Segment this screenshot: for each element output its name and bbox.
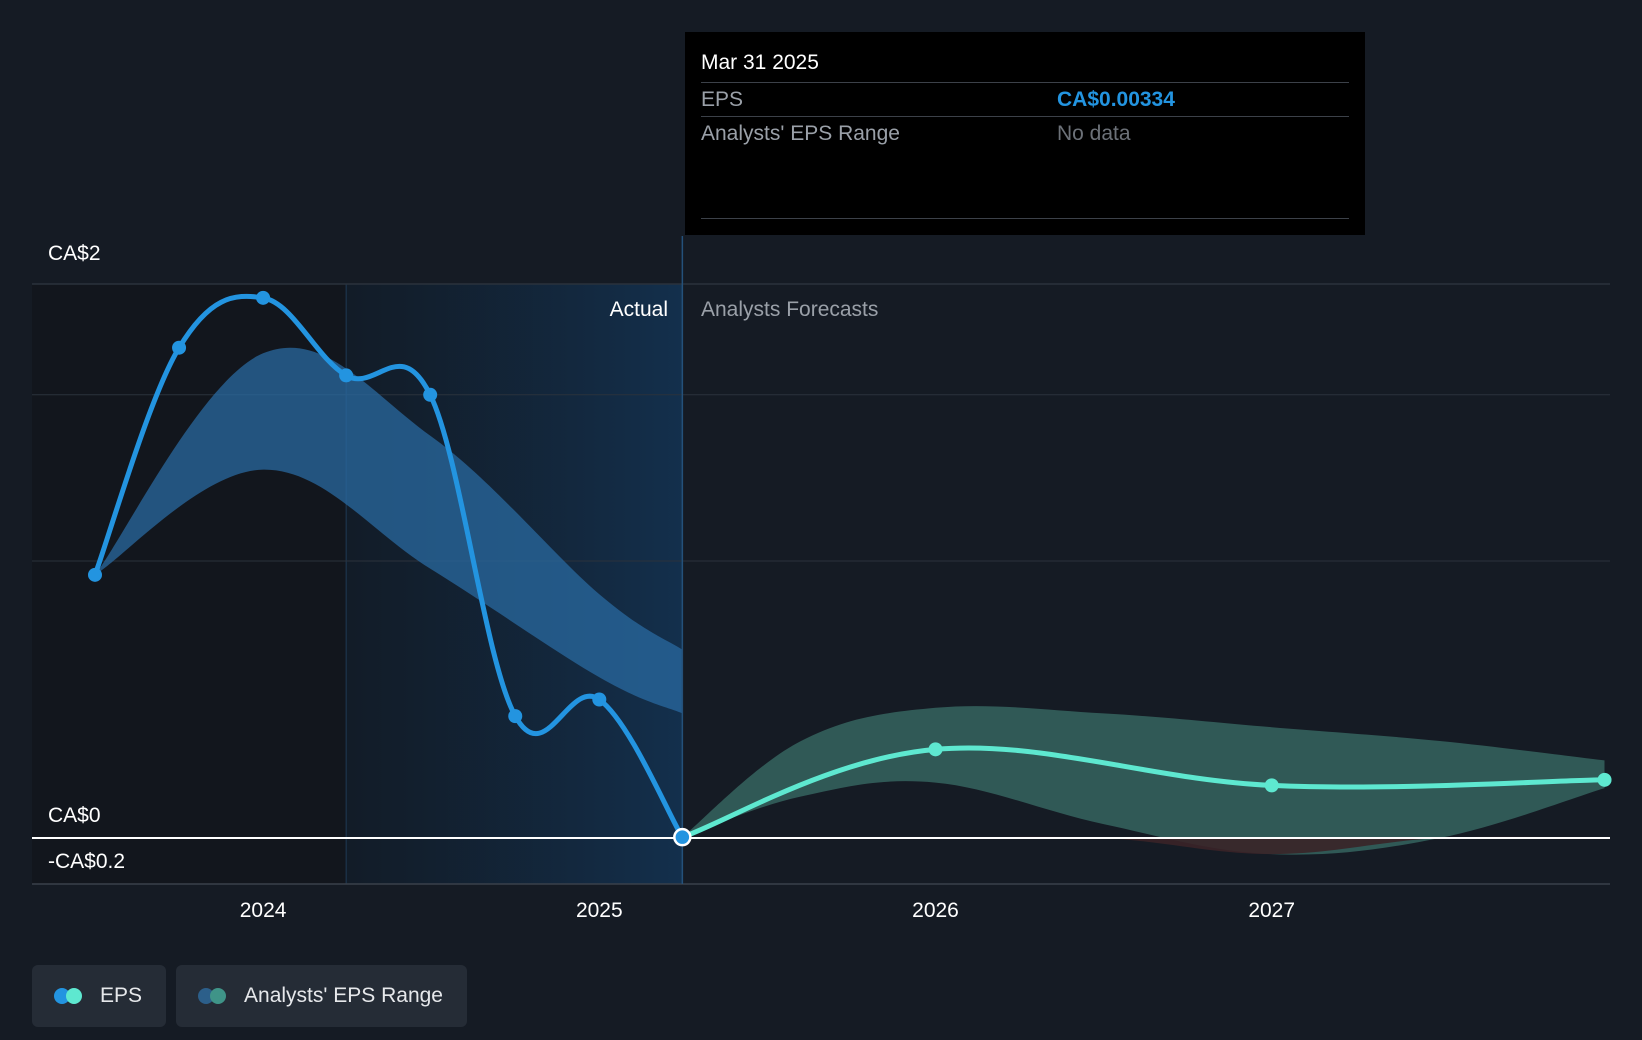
actual-section-label: Actual xyxy=(610,298,668,321)
legend-item-eps[interactable]: EPS xyxy=(32,965,167,1027)
eps-point-actual[interactable] xyxy=(508,709,523,724)
x-tick-label: 2026 xyxy=(912,899,959,922)
eps-line-forecast xyxy=(679,745,1607,840)
x-tick-label: 2027 xyxy=(1248,899,1295,922)
tooltip-eps-row: EPS CA$0.00334 xyxy=(701,83,1349,117)
eps-range-band-forecast-negative xyxy=(682,836,1605,855)
eps-point-actual[interactable] xyxy=(339,368,354,383)
eps-legend-dots-icon xyxy=(54,988,86,1004)
tooltip-range-value: No data xyxy=(1057,122,1131,145)
range-legend-dots-icon xyxy=(198,988,230,1004)
tooltip-divider xyxy=(701,218,1349,219)
tooltip-date: Mar 31 2025 xyxy=(701,32,1349,83)
eps-range-band-forecast xyxy=(682,706,1605,855)
legend-item-eps-range[interactable]: Analysts' EPS Range xyxy=(176,965,467,1027)
tooltip-range-row: Analysts' EPS Range No data xyxy=(701,117,1349,150)
eps-point-selected[interactable] xyxy=(673,827,692,847)
legend-label-eps-range: Analysts' EPS Range xyxy=(244,984,443,1007)
x-tick-label: 2025 xyxy=(576,899,623,922)
tooltip-eps-value: CA$0.00334 xyxy=(1057,88,1175,111)
eps-point-actual[interactable] xyxy=(88,567,102,582)
eps-point-actual[interactable] xyxy=(172,340,187,355)
forecast-section-label: Analysts Forecasts xyxy=(701,298,878,321)
y-tick-label: CA$2 xyxy=(48,242,101,265)
eps-point-actual[interactable] xyxy=(592,692,607,707)
tooltip-card: Mar 31 2025 EPS CA$0.00334 Analysts' EPS… xyxy=(685,32,1365,235)
eps-range-band-actual xyxy=(95,347,683,714)
eps-point-forecast[interactable] xyxy=(1264,778,1279,793)
y-tick-label: -CA$0.2 xyxy=(48,850,125,873)
eps-point-forecast[interactable] xyxy=(1597,772,1612,787)
eps-point-forecast[interactable] xyxy=(928,742,943,757)
x-tick-label: 2024 xyxy=(240,899,287,922)
tooltip-range-label: Analysts' EPS Range xyxy=(701,122,900,145)
eps-point-actual[interactable] xyxy=(256,290,271,305)
y-tick-label: CA$0 xyxy=(48,804,101,827)
legend: EPS Analysts' EPS Range xyxy=(32,965,467,1027)
eps-point-actual[interactable] xyxy=(423,387,438,402)
legend-label-eps: EPS xyxy=(100,984,143,1007)
tooltip-eps-label: EPS xyxy=(701,88,744,111)
